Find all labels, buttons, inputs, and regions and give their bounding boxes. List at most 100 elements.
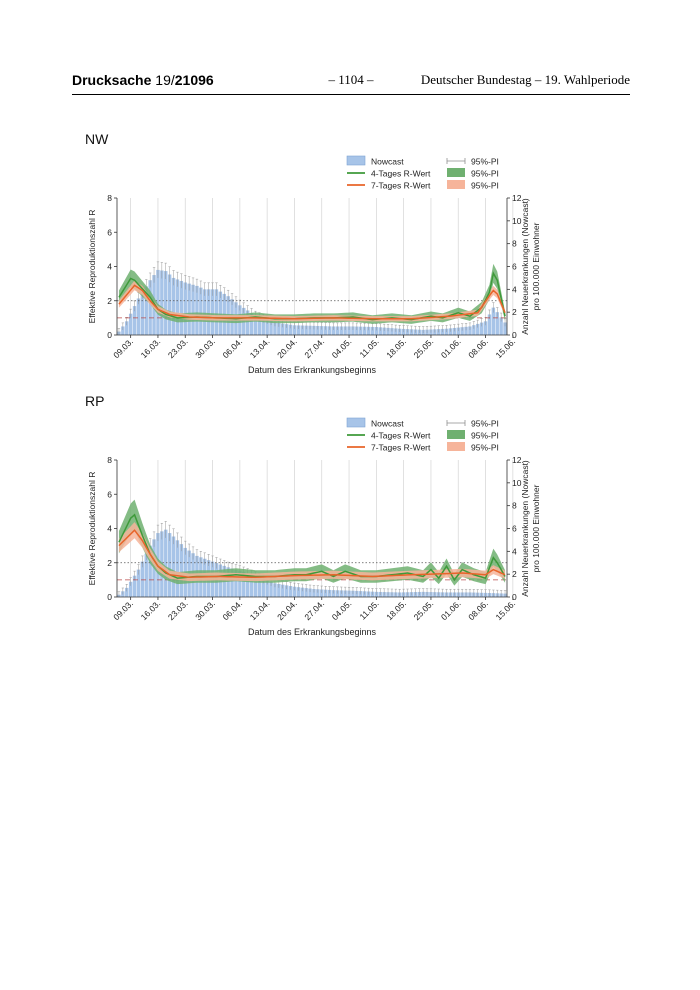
nowcast-bar bbox=[370, 326, 375, 335]
legend-label: 95%-PI bbox=[471, 443, 499, 453]
nowcast-bar bbox=[206, 289, 211, 335]
legend-label: 95%-PI bbox=[471, 431, 499, 441]
tick-label-left: 0 bbox=[107, 592, 112, 602]
tick-label-x: 23.03. bbox=[166, 336, 190, 360]
chart-rp-title: RP bbox=[85, 393, 104, 409]
document-number-value: 21096 bbox=[174, 72, 214, 88]
nowcast-bar bbox=[273, 583, 277, 597]
nowcast-bar bbox=[378, 327, 382, 335]
tick-label-x: 16.03. bbox=[139, 598, 163, 622]
tick-label-right: 2 bbox=[512, 307, 517, 317]
r4-confidence-band bbox=[118, 263, 506, 324]
nowcast-bar bbox=[249, 574, 254, 597]
nowcast-bar bbox=[128, 313, 133, 335]
x-axis-label: Datum des Erkrankungsbeginns bbox=[248, 627, 377, 637]
nowcast-bar bbox=[476, 323, 480, 335]
nowcast-bar bbox=[230, 568, 234, 597]
x-axis-label: Datum des Erkrankungsbeginns bbox=[248, 365, 377, 375]
nowcast-bar bbox=[199, 287, 203, 335]
r7-line bbox=[118, 284, 506, 320]
nowcast-bar bbox=[362, 326, 367, 335]
nowcast-bar bbox=[323, 589, 328, 597]
nowcast-bar bbox=[242, 571, 246, 597]
tick-label-x: 01.06. bbox=[439, 598, 463, 622]
nowcast-bar bbox=[386, 327, 390, 335]
chart-rp-svg: RP Nowcast 4-Tages R-Wert 7-Tages R-Wert 95%… bbox=[85, 393, 541, 637]
nowcast-bar bbox=[167, 274, 172, 335]
document-number-prefix: 19/ bbox=[155, 72, 175, 88]
y-axis-label-left: Effektive Reproduktionszahl R bbox=[87, 210, 97, 324]
nowcast-bar bbox=[257, 577, 262, 597]
legend-swatch-orange-band bbox=[447, 180, 465, 189]
nowcast-bar bbox=[175, 279, 180, 335]
nowcast-bar bbox=[125, 321, 129, 335]
nowcast-bar bbox=[140, 561, 145, 597]
tick-label-left: 8 bbox=[107, 193, 112, 203]
r7-line bbox=[118, 529, 506, 579]
tick-label-left: 6 bbox=[107, 489, 112, 499]
r4-line bbox=[118, 513, 506, 582]
nowcast-bar bbox=[210, 289, 215, 335]
nowcast-bar bbox=[296, 325, 301, 335]
nowcast-bar bbox=[312, 325, 316, 335]
nowcast-bar bbox=[132, 575, 137, 597]
tick-label-right: 6 bbox=[512, 262, 517, 272]
nowcast-bar bbox=[160, 270, 164, 335]
tick-label-x: 18.05. bbox=[384, 598, 408, 622]
nowcast-bar bbox=[183, 282, 187, 335]
tick-label-x: 15.06. bbox=[493, 598, 517, 622]
nowcast-bar bbox=[195, 285, 199, 335]
nowcast-bar bbox=[179, 280, 184, 335]
tick-label-right: 2 bbox=[512, 569, 517, 579]
legend-label: 4-Tages R-Wert bbox=[371, 431, 431, 441]
tick-label-x: 09.03. bbox=[111, 598, 135, 622]
nowcast-bar bbox=[148, 545, 152, 597]
nowcast-bar bbox=[327, 589, 332, 597]
tick-label-right: 8 bbox=[512, 239, 517, 249]
nowcast-bar bbox=[171, 536, 176, 597]
tick-label-right: 12 bbox=[512, 193, 522, 203]
nowcast-bar bbox=[164, 271, 168, 335]
document-number: Drucksache 19/21096 bbox=[72, 72, 214, 88]
nowcast-bar bbox=[179, 544, 184, 597]
nowcast-bar bbox=[359, 326, 363, 335]
nowcast-bar bbox=[156, 269, 160, 335]
nowcast-bar bbox=[187, 283, 191, 335]
nowcast-bar bbox=[479, 322, 484, 335]
nowcast-bar bbox=[323, 326, 328, 335]
nowcast-bar bbox=[320, 326, 324, 335]
nowcast-bar bbox=[390, 328, 394, 335]
tick-label-x: 30.03. bbox=[193, 598, 217, 622]
legend-swatch-orange-band bbox=[447, 442, 465, 451]
chart-nw-title: NW bbox=[85, 131, 109, 147]
nowcast-bar bbox=[456, 327, 460, 335]
nowcast-bar bbox=[167, 533, 172, 597]
tick-label-x: 25.05. bbox=[412, 598, 436, 622]
nowcast-bar bbox=[253, 576, 258, 597]
chart-nw: NW Nowcast 4-Tages R-Wert 7-Tages R-Wert 95%… bbox=[75, 130, 545, 380]
nowcast-bar bbox=[308, 325, 312, 335]
legend-label: 95%-PI bbox=[471, 419, 499, 429]
nowcast-bar bbox=[203, 289, 207, 335]
tick-label-right: 6 bbox=[512, 524, 517, 534]
legend-label: 4-Tages R-Wert bbox=[371, 169, 431, 179]
nowcast-bar bbox=[218, 291, 223, 335]
nowcast-bar bbox=[343, 326, 347, 335]
nowcast-bar bbox=[234, 569, 238, 597]
nowcast-bar bbox=[366, 326, 371, 335]
nowcast-bar bbox=[339, 326, 343, 335]
nowcast-bar bbox=[125, 587, 129, 597]
nowcast-bar bbox=[316, 589, 320, 597]
tick-label-right: 12 bbox=[512, 455, 522, 465]
tick-label-x: 27.04. bbox=[302, 598, 326, 622]
tick-label-right: 4 bbox=[512, 284, 517, 294]
tick-label-right: 0 bbox=[512, 592, 517, 602]
nowcast-bar bbox=[245, 573, 250, 597]
nowcast-bar bbox=[292, 325, 297, 335]
legend-swatch-nowcast bbox=[346, 417, 366, 428]
nowcast-bar bbox=[175, 540, 180, 597]
page-number: – 1104 – bbox=[328, 72, 374, 87]
tick-label-left: 4 bbox=[107, 262, 112, 272]
page-header: Drucksache 19/21096 – 1104 – Deutscher B… bbox=[72, 72, 630, 95]
tick-label-x: 20.04. bbox=[275, 336, 299, 360]
